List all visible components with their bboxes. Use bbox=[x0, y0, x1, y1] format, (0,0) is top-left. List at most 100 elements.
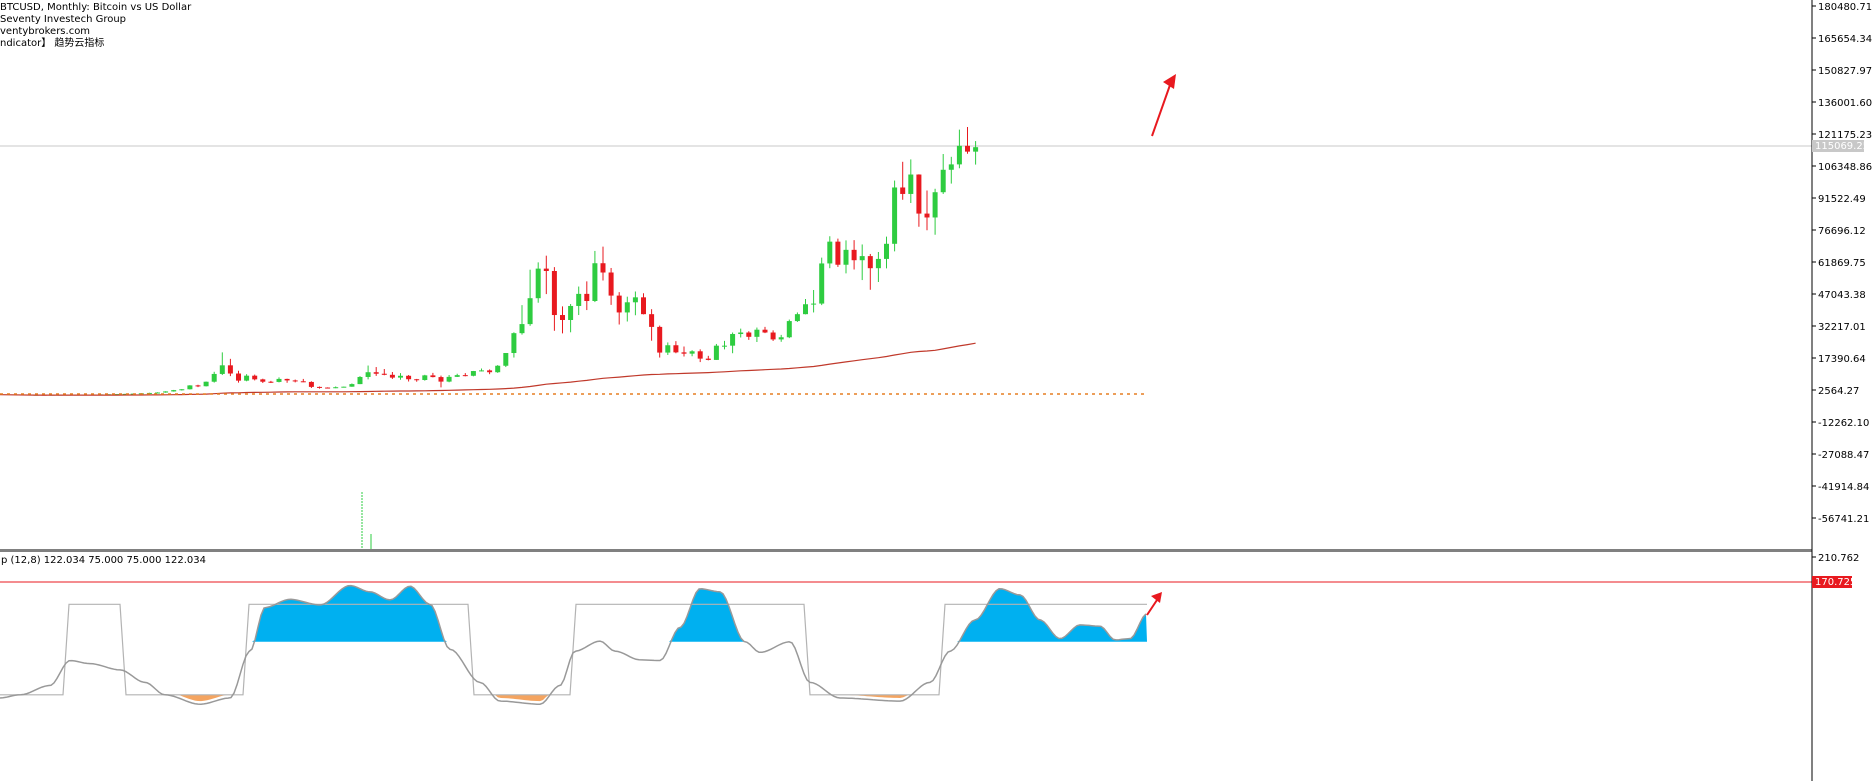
candle-body bbox=[308, 381, 314, 387]
candle-body bbox=[689, 351, 695, 354]
candle-body bbox=[187, 385, 193, 390]
step-signal-line bbox=[0, 603, 1147, 696]
candle-body bbox=[203, 381, 209, 387]
candle-body bbox=[730, 334, 736, 346]
candle-body bbox=[705, 358, 711, 360]
candle-body bbox=[803, 304, 808, 315]
price-axis-tick-label: 76696.12 bbox=[1818, 226, 1866, 237]
candle-body bbox=[430, 375, 436, 378]
candle-body bbox=[260, 379, 266, 382]
candle-body bbox=[219, 365, 225, 374]
candle-body bbox=[584, 293, 590, 302]
price-axis-tick-label: 47043.38 bbox=[1818, 290, 1866, 301]
candle-body bbox=[487, 370, 493, 373]
candle-body bbox=[746, 332, 752, 337]
candle-body bbox=[373, 372, 379, 374]
candle-body bbox=[908, 174, 914, 194]
candle-body bbox=[722, 345, 727, 347]
candle-body bbox=[762, 329, 768, 333]
candle-body bbox=[365, 372, 371, 377]
candle-body bbox=[965, 145, 970, 152]
indicator-arrow-head-icon bbox=[1151, 592, 1162, 603]
candle-body bbox=[252, 375, 258, 380]
candle-body bbox=[236, 373, 241, 381]
candle-body bbox=[794, 314, 800, 322]
candle-body bbox=[155, 392, 160, 394]
candle-body bbox=[211, 373, 217, 382]
candle-body bbox=[811, 303, 817, 305]
candle-body bbox=[398, 375, 403, 378]
candle-body bbox=[543, 268, 549, 271]
candle-body bbox=[819, 263, 825, 304]
candle-body bbox=[349, 384, 355, 387]
candle-body bbox=[624, 302, 630, 313]
candle-body bbox=[835, 241, 841, 265]
candle-body bbox=[956, 145, 962, 165]
indicator-level-label-bg bbox=[1812, 576, 1852, 588]
candle-body bbox=[535, 268, 541, 299]
price-axis-tick-label: 2564.27 bbox=[1818, 386, 1859, 397]
trend-arrow-head-icon bbox=[1163, 74, 1176, 89]
candle-body bbox=[495, 365, 501, 373]
candle-body bbox=[697, 351, 703, 359]
price-axis-tick-label: 150827.97 bbox=[1818, 66, 1872, 77]
candle-body bbox=[284, 378, 290, 381]
indicator-arrow-up-icon bbox=[1146, 599, 1158, 616]
candle-body bbox=[163, 391, 169, 393]
candle-body bbox=[300, 381, 306, 383]
candle-body bbox=[713, 345, 719, 360]
candle-body bbox=[389, 374, 395, 378]
candle-body bbox=[414, 379, 420, 381]
candle-body bbox=[641, 297, 646, 315]
price-axis-tick-label: -27088.47 bbox=[1818, 450, 1869, 461]
candle-body bbox=[843, 249, 849, 265]
price-pane[interactable] bbox=[0, 74, 1812, 550]
price-axis-ticks: 180480.71 165654.34 150827.97 136001.60 1211… bbox=[1812, 2, 1872, 525]
candle-body bbox=[851, 249, 857, 261]
candle-body bbox=[341, 386, 347, 388]
candle-body bbox=[649, 314, 655, 327]
candle-body bbox=[892, 187, 898, 244]
pane-separator[interactable] bbox=[0, 549, 1812, 552]
candle-body bbox=[357, 376, 363, 385]
candle-body bbox=[325, 387, 331, 389]
price-axis-tick-label: 32217.01 bbox=[1818, 322, 1866, 333]
candle-body bbox=[948, 164, 954, 170]
candle-body bbox=[406, 375, 412, 380]
candle-body bbox=[479, 370, 484, 372]
moving-average-line bbox=[0, 342, 976, 396]
candle-body bbox=[900, 187, 906, 194]
candle-body bbox=[519, 324, 525, 334]
broker-website: ventybrokers.com bbox=[0, 26, 91, 37]
current-price-label-bg bbox=[1812, 140, 1864, 152]
candle-body bbox=[867, 256, 873, 269]
indicator-pane[interactable]: p (12,8) 122.034 75.000 75.000 122.034 bbox=[0, 555, 1812, 705]
candle-body bbox=[179, 389, 185, 391]
candle-body bbox=[738, 332, 744, 335]
chart-header: BTCUSD, Monthly: Bitcoin vs US Dollar Se… bbox=[0, 2, 191, 50]
trend-arrow-up-icon bbox=[1151, 84, 1171, 137]
price-axis-tick-label: 180480.71 bbox=[1818, 2, 1872, 13]
indicator-title: p (12,8) 122.034 75.000 75.000 122.034 bbox=[1, 555, 206, 566]
candle-body bbox=[681, 352, 687, 354]
indicator-name: ndicator】 趋势云指标 bbox=[0, 38, 105, 49]
price-axis-tick-label: -56741.21 bbox=[1818, 514, 1869, 525]
candle-body bbox=[551, 270, 557, 316]
price-axis[interactable]: 180480.71 165654.34 150827.97 136001.60 1211… bbox=[1811, 0, 1872, 781]
candle-body bbox=[527, 298, 533, 325]
candle-body bbox=[227, 365, 233, 374]
candle-body bbox=[276, 378, 282, 382]
candle-body bbox=[333, 387, 339, 389]
candle-body bbox=[122, 393, 128, 395]
cloud-positive-area bbox=[0, 585, 1147, 642]
candle-body bbox=[932, 192, 938, 218]
candle-body bbox=[616, 295, 622, 313]
candle-body bbox=[462, 375, 468, 377]
symbol-title: BTCUSD, Monthly: Bitcoin vs US Dollar bbox=[0, 2, 192, 13]
candle-body bbox=[454, 375, 460, 377]
price-axis-tick-label: 106348.86 bbox=[1818, 162, 1872, 173]
candle-body bbox=[827, 241, 833, 264]
broker-name: Seventy Investech Group bbox=[0, 14, 127, 25]
candle-body bbox=[268, 381, 274, 383]
